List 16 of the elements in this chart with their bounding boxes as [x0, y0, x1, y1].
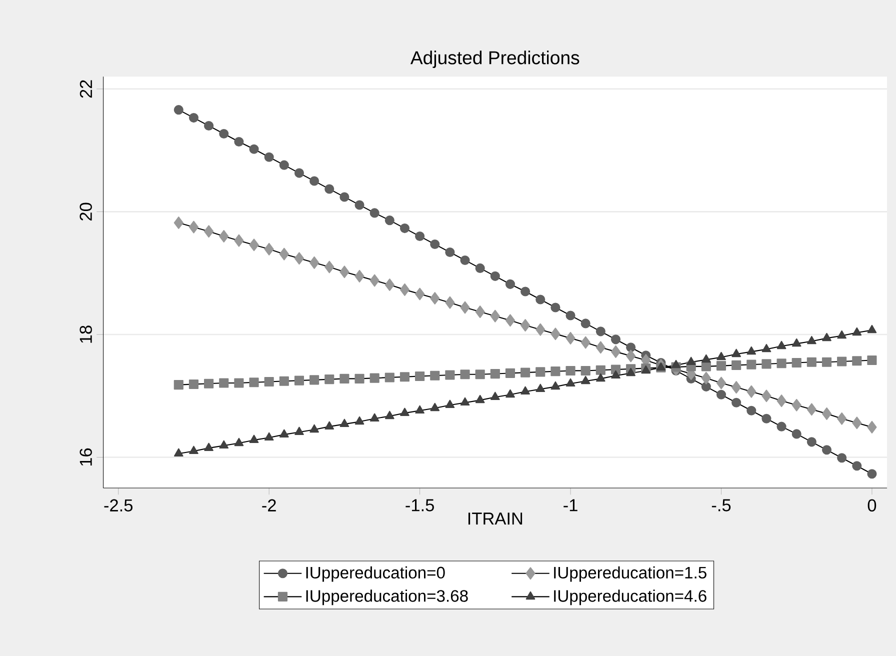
legend-label: IUppereducation=0 [306, 566, 445, 582]
y-tick-label: 20 [80, 202, 92, 220]
x-tick-label: -1.5 [406, 499, 434, 512]
y-tick-label: 16 [80, 448, 92, 466]
x-axis-title: ITRAIN [468, 512, 522, 524]
y-tick-label: 18 [80, 326, 92, 343]
y-tick-label: 22 [80, 80, 92, 98]
legend-label: IUppereducation=3.68 [306, 590, 468, 605]
x-tick-label: -2 [262, 499, 276, 512]
legend-label: IUppereducation=1.5 [554, 566, 706, 582]
x-tick-label: -.5 [712, 499, 731, 512]
legend-label: IUppereducation=4.6 [554, 590, 706, 605]
x-tick-label: -1 [564, 499, 578, 512]
x-tick-label: 0 [868, 499, 876, 512]
x-tick-label: -2.5 [104, 499, 132, 512]
chart-title: Adjusted Predictions [410, 50, 580, 68]
